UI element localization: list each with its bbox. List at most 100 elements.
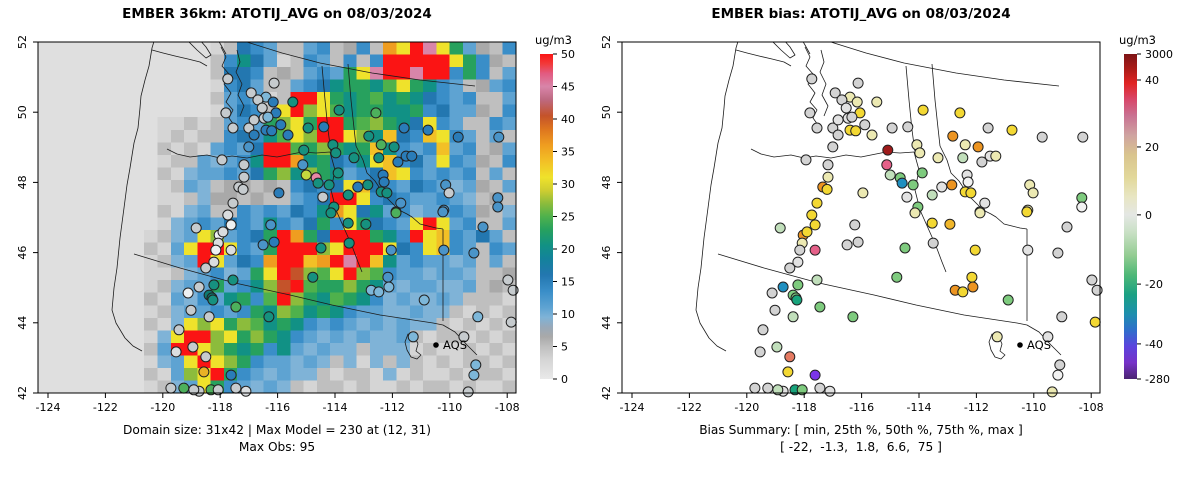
grid-cell bbox=[91, 330, 105, 344]
grid-cell bbox=[476, 242, 490, 256]
grid-cell bbox=[77, 305, 92, 319]
grid-cell bbox=[383, 292, 397, 306]
grid-cell bbox=[157, 79, 172, 93]
grid-cell bbox=[423, 355, 437, 369]
grid-cell bbox=[77, 280, 92, 294]
site-marker bbox=[811, 197, 823, 209]
grid-cell bbox=[117, 267, 132, 281]
site-marker bbox=[458, 331, 470, 343]
grid-cell bbox=[409, 204, 424, 218]
grid-cell bbox=[396, 305, 411, 319]
site-marker bbox=[373, 286, 385, 298]
site-marker bbox=[352, 181, 364, 193]
grid-cell bbox=[356, 54, 371, 68]
site-marker bbox=[771, 341, 783, 353]
grid-cell bbox=[51, 267, 65, 281]
grid-cell bbox=[130, 330, 145, 344]
grid-cell bbox=[77, 179, 92, 193]
grid-cell bbox=[476, 79, 490, 93]
site-marker bbox=[829, 87, 841, 99]
grid-cell bbox=[51, 330, 65, 344]
site-marker bbox=[821, 183, 833, 195]
grid-cell bbox=[250, 179, 265, 193]
grid-cell bbox=[316, 280, 331, 294]
grid-cell bbox=[383, 79, 397, 93]
grid-cell bbox=[91, 79, 105, 93]
grid-cell bbox=[64, 42, 79, 55]
site-marker bbox=[809, 369, 821, 381]
grid-cell bbox=[170, 142, 185, 156]
grid-cell bbox=[237, 355, 251, 369]
site-marker bbox=[237, 183, 249, 195]
grid-cell bbox=[51, 92, 65, 106]
site-marker bbox=[362, 179, 374, 191]
grid-cell bbox=[330, 330, 344, 344]
grid-cell bbox=[409, 179, 424, 193]
grid-cell bbox=[436, 79, 451, 93]
grid-cell bbox=[117, 167, 132, 181]
grid-cell bbox=[369, 267, 384, 281]
y-tick-label: 52 bbox=[16, 35, 29, 49]
grid-cell bbox=[277, 280, 291, 294]
grid-cell bbox=[91, 129, 105, 143]
grid-cell bbox=[290, 305, 304, 319]
map-outline bbox=[188, 42, 212, 59]
grid-cell bbox=[51, 129, 65, 143]
grid-cell bbox=[157, 342, 172, 356]
site-marker bbox=[882, 144, 894, 156]
grid-cell bbox=[383, 330, 397, 344]
grid-cell bbox=[423, 317, 437, 331]
grid-cell bbox=[396, 355, 411, 369]
grid-cell bbox=[38, 79, 52, 93]
grid-cell bbox=[396, 230, 411, 243]
grid-cell bbox=[250, 305, 265, 319]
grid-cell bbox=[130, 142, 145, 156]
y-tick-label: 44 bbox=[600, 316, 613, 330]
grid-cell bbox=[343, 167, 358, 181]
grid-cell bbox=[356, 267, 371, 281]
grid-cell bbox=[449, 255, 464, 269]
grid-cell bbox=[184, 104, 198, 118]
grid-cell bbox=[144, 42, 158, 55]
map-outline bbox=[931, 63, 941, 147]
grid-cell bbox=[197, 117, 212, 131]
grid-cell bbox=[130, 79, 145, 93]
grid-cell bbox=[489, 280, 504, 294]
grid-cell bbox=[157, 167, 172, 181]
grid-cell bbox=[290, 79, 304, 93]
axis-ticks: -124 -122 -120 -118 -116 -114 -112 -110 -108 52 50… bbox=[16, 35, 520, 414]
grid-cell bbox=[462, 104, 477, 118]
grid-cell bbox=[64, 67, 79, 81]
grid-cell bbox=[104, 67, 119, 81]
grid-cell bbox=[38, 355, 52, 369]
bias-map-canvas: -124 -122 -120 -118 -116 -114 -112 -110 -108 52 50… bbox=[600, 33, 1173, 414]
site-marker bbox=[220, 107, 232, 119]
grid-cell bbox=[449, 117, 464, 131]
grid-cell bbox=[64, 317, 79, 331]
grid-cell bbox=[263, 330, 278, 344]
grid-cell bbox=[184, 79, 198, 93]
grid-cell bbox=[64, 367, 79, 381]
grid-cell bbox=[409, 167, 424, 181]
grid-cell bbox=[64, 280, 79, 294]
site-marker bbox=[769, 304, 781, 316]
grid-cell bbox=[396, 330, 411, 344]
grid-cell bbox=[489, 54, 504, 68]
grid-cell bbox=[38, 242, 52, 256]
x-tick-label: -114 bbox=[907, 401, 932, 414]
grid-cell bbox=[130, 92, 145, 106]
grid-cell bbox=[423, 230, 437, 243]
site-marker bbox=[266, 125, 278, 137]
site-marker bbox=[273, 187, 285, 199]
grid-cell bbox=[91, 204, 105, 218]
grid-cell bbox=[356, 330, 371, 344]
colorbar-tick-label: 40 bbox=[1145, 74, 1159, 87]
site-marker bbox=[443, 187, 455, 199]
grid-cell bbox=[343, 305, 358, 319]
grid-cell bbox=[343, 92, 358, 106]
grid-cell bbox=[436, 380, 451, 393]
grid-cell bbox=[263, 204, 278, 218]
grid-cell bbox=[117, 305, 132, 319]
grid-cell bbox=[396, 267, 411, 281]
site-marker bbox=[342, 189, 354, 201]
